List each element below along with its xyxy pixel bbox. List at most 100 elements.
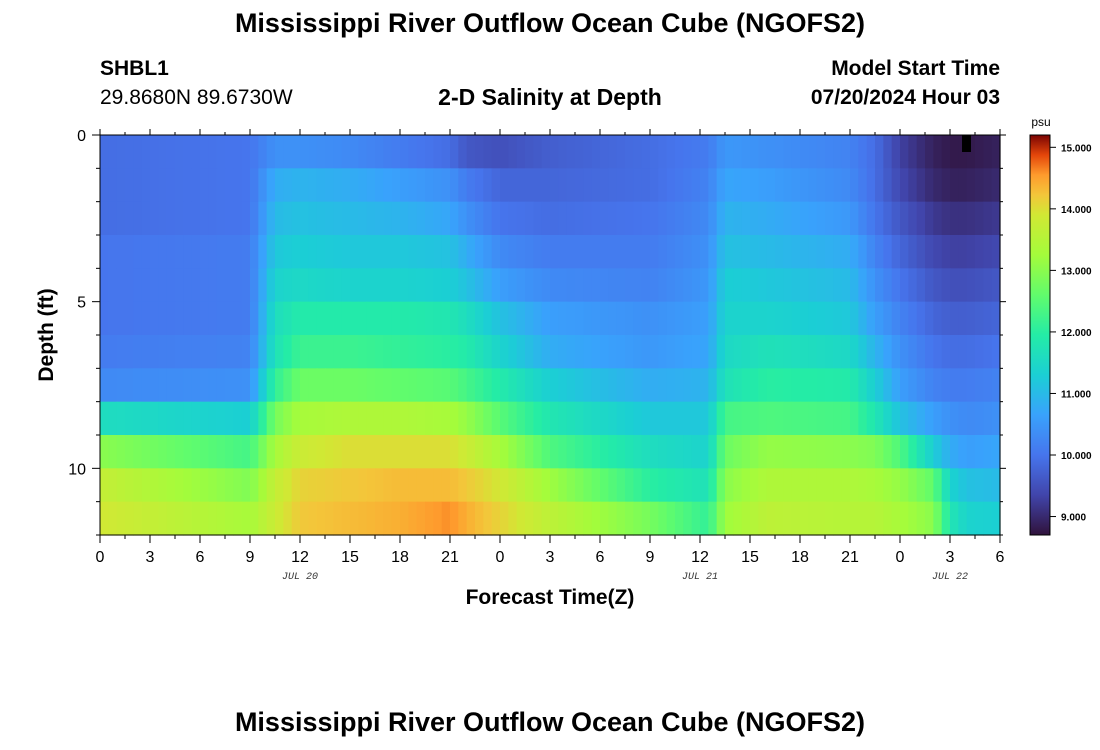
heatmap-cell bbox=[391, 368, 401, 403]
heatmap-cell bbox=[250, 301, 259, 336]
heatmap-cell bbox=[491, 301, 501, 336]
model-start-value: 07/20/2024 Hour 03 bbox=[810, 86, 1000, 109]
heatmap-cell bbox=[891, 368, 901, 403]
heatmap-cell bbox=[966, 501, 976, 536]
heatmap-cell bbox=[225, 335, 234, 369]
heatmap-cell bbox=[458, 335, 468, 369]
heatmap-cell bbox=[866, 501, 876, 536]
heatmap-cell bbox=[566, 268, 576, 303]
heatmap-cell bbox=[925, 501, 934, 536]
heatmap-cell bbox=[950, 368, 959, 403]
heatmap-cell bbox=[533, 335, 543, 369]
heatmap-cell bbox=[275, 168, 284, 203]
heatmap-cell bbox=[516, 201, 526, 236]
heatmap-cell bbox=[350, 235, 359, 269]
heatmap-cell bbox=[783, 301, 793, 336]
heatmap-cell bbox=[650, 368, 659, 403]
heatmap-cell bbox=[308, 368, 318, 403]
heatmap-cell bbox=[691, 168, 701, 203]
heatmap-cell bbox=[500, 201, 509, 236]
heatmap-cell bbox=[291, 368, 301, 403]
heatmap-cell bbox=[991, 301, 1001, 336]
heatmap-cell bbox=[991, 235, 1001, 269]
heatmap-cell bbox=[375, 235, 384, 269]
heatmap-cell bbox=[875, 435, 884, 469]
heatmap-cell bbox=[900, 501, 909, 536]
heatmap-cell bbox=[125, 135, 134, 169]
heatmap-cell bbox=[950, 235, 959, 269]
heatmap-cell bbox=[691, 335, 701, 369]
heatmap-cell bbox=[941, 301, 951, 336]
heatmap-cell bbox=[133, 268, 143, 303]
heatmap-cell bbox=[508, 335, 518, 369]
heatmap-cell bbox=[758, 468, 768, 503]
heatmap-cell bbox=[600, 501, 609, 536]
heatmap-cell bbox=[375, 435, 384, 469]
heatmap-cell bbox=[408, 168, 418, 203]
heatmap-cell bbox=[950, 435, 959, 469]
heatmap-cell bbox=[325, 501, 334, 536]
heatmap-cell bbox=[950, 268, 959, 303]
heatmap-cell bbox=[858, 268, 868, 303]
heatmap-cell bbox=[358, 468, 368, 503]
heatmap-cell bbox=[125, 235, 134, 269]
heatmap-cell bbox=[550, 168, 559, 203]
heatmap-cell bbox=[933, 501, 943, 536]
heatmap-cell bbox=[400, 368, 409, 403]
heatmap-cell bbox=[991, 468, 1001, 503]
heatmap-cell bbox=[383, 468, 393, 503]
x-tick-label: 3 bbox=[946, 549, 955, 566]
heatmap-cell bbox=[791, 335, 801, 369]
heatmap-cell bbox=[416, 435, 426, 469]
heatmap-cell bbox=[383, 368, 393, 403]
heatmap-cell bbox=[300, 135, 309, 169]
heatmap-cell bbox=[633, 368, 643, 403]
heatmap-cell bbox=[233, 468, 243, 503]
heatmap-cell bbox=[241, 168, 251, 203]
heatmap-cell bbox=[258, 401, 268, 436]
heatmap-cell bbox=[566, 501, 576, 536]
heatmap-cell bbox=[716, 468, 726, 503]
heatmap-cell bbox=[200, 168, 209, 203]
heatmap-cell bbox=[450, 468, 459, 503]
heatmap-cell bbox=[541, 301, 551, 336]
heatmap-cell bbox=[433, 368, 443, 403]
heatmap-cell bbox=[383, 335, 393, 369]
x-tick-label: 15 bbox=[341, 549, 359, 566]
heatmap-cell bbox=[541, 468, 551, 503]
heatmap-cell bbox=[266, 368, 276, 403]
heatmap-cell bbox=[775, 135, 784, 169]
heatmap-cell bbox=[183, 468, 193, 503]
heatmap-cell bbox=[908, 268, 918, 303]
heatmap-cell bbox=[383, 401, 393, 436]
heatmap-cell bbox=[816, 368, 826, 403]
heatmap-cell bbox=[341, 501, 351, 536]
heatmap-cell bbox=[891, 301, 901, 336]
heatmap-cell bbox=[675, 135, 684, 169]
heatmap-cell bbox=[341, 135, 351, 169]
heatmap-cell bbox=[191, 201, 201, 236]
heatmap-cell bbox=[591, 168, 601, 203]
heatmap-cell bbox=[400, 401, 409, 436]
heatmap-cell bbox=[783, 401, 793, 436]
heatmap-cell bbox=[225, 435, 234, 469]
heatmap-cell bbox=[391, 235, 401, 269]
colorbar-tick-label: 10.000 bbox=[1061, 451, 1092, 462]
heatmap-cell bbox=[775, 201, 784, 236]
colorbar-unit: psu bbox=[1031, 115, 1050, 129]
heatmap-cell bbox=[566, 201, 576, 236]
heatmap-cell bbox=[133, 468, 143, 503]
heatmap-cell bbox=[258, 135, 268, 169]
heatmap-cell bbox=[966, 435, 976, 469]
heatmap-cell bbox=[591, 435, 601, 469]
heatmap-cell bbox=[716, 235, 726, 269]
heatmap-cell bbox=[608, 401, 618, 436]
heatmap-cell bbox=[258, 301, 268, 336]
heatmap-cell bbox=[466, 501, 476, 536]
heatmap-cell bbox=[908, 168, 918, 203]
heatmap-cell bbox=[816, 401, 826, 436]
heatmap-cell bbox=[441, 201, 451, 236]
heatmap-cell bbox=[541, 268, 551, 303]
heatmap-cell bbox=[666, 401, 676, 436]
